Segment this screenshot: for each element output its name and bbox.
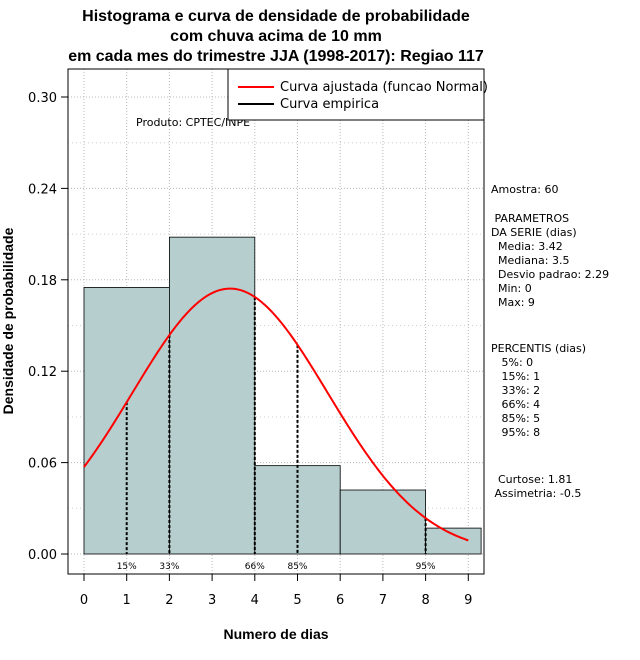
stat-median: Mediana: 3.5 <box>491 254 569 267</box>
x-axis-title: Numero de dias <box>223 626 328 642</box>
source-label: Produto: CPTEC/INPE <box>136 116 250 129</box>
x-tick-label: 0 <box>80 593 88 608</box>
y-axis-title: Densidade de probabilidade <box>0 227 16 414</box>
percentile-label: 66% <box>245 562 265 572</box>
y-tick-label: 0.18 <box>28 274 57 289</box>
stat-p15: 15%: 1 <box>491 370 540 383</box>
x-tick-label: 2 <box>165 593 173 608</box>
stat-skewness: Assimetria: -0.5 <box>491 487 581 500</box>
percentile-label: 95% <box>416 562 436 572</box>
x-tick-label: 8 <box>421 593 429 608</box>
stat-p95: 95%: 8 <box>491 426 540 439</box>
x-tick-label: 7 <box>379 593 387 608</box>
legend: Curva ajustada (funcao Normal) Curva emp… <box>227 68 488 121</box>
percentile-lines <box>125 296 427 554</box>
stat-max: Max: 9 <box>491 296 535 309</box>
y-axis: 0.00 0.06 0.12 0.18 0.24 0.30 <box>28 91 69 563</box>
histogram-bar <box>168 236 256 555</box>
stat-p85: 85%: 5 <box>491 412 540 425</box>
histogram-bar <box>339 489 427 555</box>
stat-p05: 5%: 0 <box>491 356 533 369</box>
statistics-panel: Amostra: 60 PARAMETROS DA SERIE (dias) M… <box>491 183 609 500</box>
histogram-bars <box>83 236 482 555</box>
legend-box <box>227 68 485 121</box>
stat-p66: 66%: 4 <box>491 398 540 411</box>
legend-fit-label: Curva ajustada (funcao Normal) <box>280 80 488 95</box>
legend-empirical-label: Curva empirica <box>280 97 379 112</box>
chart-title-line-1: Histograma e curva de densidade de proba… <box>82 8 470 25</box>
y-tick-label: 0.06 <box>28 457 57 472</box>
stat-min: Min: 0 <box>491 282 532 295</box>
stat-mean: Media: 3.42 <box>491 240 563 253</box>
stat-p33: 33%: 2 <box>491 384 540 397</box>
percentile-label: 85% <box>287 562 307 572</box>
x-tick-label: 5 <box>293 593 301 608</box>
y-tick-label: 0.12 <box>28 365 57 380</box>
percentile-labels: 15% 33% 66% 85% 95% <box>117 562 436 572</box>
percentile-label: 15% <box>117 562 137 572</box>
x-tick-label: 6 <box>336 593 344 608</box>
x-tick-label: 9 <box>464 593 472 608</box>
y-tick-label: 0.30 <box>28 91 57 106</box>
x-tick-label: 1 <box>123 593 131 608</box>
stat-kurtosis: Curtose: 1.81 <box>491 473 572 486</box>
stat-sample-size: Amostra: 60 <box>491 183 558 196</box>
stat-std-dev: Desvio padrao: 2.29 <box>491 268 609 281</box>
chart-title-line-2: com chuva acima de 10 mm <box>170 28 382 45</box>
x-tick-label: 3 <box>208 593 216 608</box>
stat-percentiles-heading: PERCENTIS (dias) <box>491 342 586 355</box>
chart-title-line-3: em cada mes do trimestre JJA (1998-2017)… <box>68 48 484 65</box>
percentile-label: 33% <box>159 562 179 572</box>
stat-params-subheading: DA SERIE (dias) <box>491 226 577 239</box>
y-tick-label: 0.00 <box>28 548 57 563</box>
stat-params-heading: PARAMETROS <box>491 212 569 225</box>
histogram-bar <box>425 527 482 555</box>
x-tick-label: 4 <box>251 593 259 608</box>
y-tick-label: 0.24 <box>28 182 57 197</box>
x-axis: 0 1 2 3 4 5 6 7 8 9 <box>80 573 472 608</box>
normal-fit-curve <box>83 287 469 542</box>
